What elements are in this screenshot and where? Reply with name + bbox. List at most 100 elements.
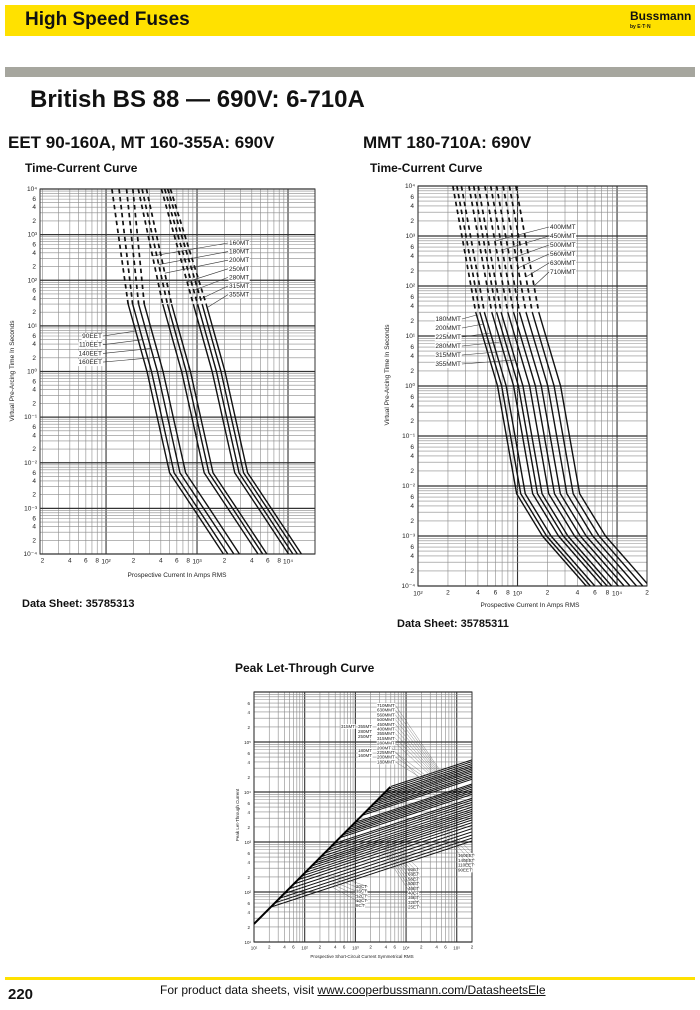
y-tick-label: 6 [247,801,250,806]
x-tick-label: 2 [132,558,136,565]
x-tick-label: 2 [223,558,227,565]
y-tick-label: 10⁻² [402,483,416,490]
curve-500MMT [518,311,631,586]
y-tick-label: 10⁴ [27,186,37,193]
label-leader [461,359,516,365]
footer-text: For product data sheets, visit www.coope… [160,983,546,997]
peak-curve-label: 225MMT [377,750,395,755]
x-tick-label: 10³ [513,591,523,598]
curve-label: 250MT [229,266,249,273]
plot-frame [417,185,648,587]
label-bg [355,888,368,894]
label-bg [376,745,392,751]
y-tick-label: 6 [247,851,250,856]
y-tick-label: 6 [247,901,250,906]
y-tick-label: 4 [247,810,250,815]
curve-560MMT-dashed [502,186,527,313]
curve-280MMT-dashed [468,186,493,313]
peak-curve-label: 355MMT [377,731,395,736]
y-tick-label: 2 [32,218,36,225]
curve-180MT [166,303,264,554]
y-tick-label: 2 [410,418,414,425]
peak-line-450MMT [379,766,472,798]
y-tick-label: 10⁻³ [402,533,416,540]
peak-line-63ET [317,808,472,861]
label-bg [228,283,250,290]
label-bg [407,867,420,872]
label-bg [434,352,462,359]
y-tick-label: 4 [32,295,36,302]
curve-label: 560MMT [550,251,576,258]
label-leader [395,728,441,780]
x-tick-label: 10³ [192,559,202,566]
y-tick-label: 6 [410,544,414,551]
peak-line-225MMT [366,775,472,811]
peak-curve-label: 160EET [458,853,475,858]
peak-line-35ET [301,819,472,877]
label-bg [355,893,368,899]
label-leader [461,332,491,338]
y-axis-label: Peak Let-Through Current [235,788,240,841]
curve-label: 90EET [82,333,102,340]
label-bg [78,359,103,367]
label-leader [102,330,136,337]
divider-bar [5,67,695,77]
x-tick-label: 8 [506,590,510,597]
label-bg [228,265,250,273]
x-tick-label: 8 [95,558,99,565]
y-tick-label: 10³ [406,233,416,240]
footer-prefix: For product data sheets, visit [160,983,318,997]
curve-280MT-dashed [163,189,199,305]
label-bg [407,904,420,910]
label-leader [164,259,229,274]
peak-curve-label: 40ET [408,891,419,896]
y-tick-label: 10⁻¹ [24,414,38,421]
peak-line-20CT [288,828,472,890]
y-tick-label: 2 [410,318,414,325]
x-tick-label: 10⁴ [612,591,622,598]
y-tick-label: 10⁰ [405,382,415,390]
y-tick-label: 2 [247,875,250,880]
header-title: High Speed Fuses [25,9,190,30]
curve-200MMT-dashed [456,186,481,313]
curve-label: 630MMT [550,260,576,267]
y-tick-label: 4 [32,341,36,348]
peak-curve-label: 280MMT [377,741,395,746]
x-tick-label: 2 [319,945,322,950]
y-tick-label: 4 [410,253,414,260]
peak-line-25ET [293,824,472,885]
y-tick-label: 10¹ [244,940,251,945]
y-tick-label: 10⁴ [405,183,415,190]
label-leader [395,761,441,790]
y-tick-label: 4 [410,453,414,460]
label-bg [549,251,577,258]
label-leader [395,752,441,787]
y-axis-label: Virtual Pre-Arcing Time In Seconds [9,320,16,422]
y-tick-label: 2 [32,446,36,453]
y-tick-label: 2 [410,518,414,525]
label-leader [525,262,550,278]
curve-label: 355MMT [435,361,461,368]
label-bg [357,733,373,739]
plot-frame [39,188,316,555]
peak-curve-label: 12CT [356,893,367,898]
x-tick-label: 8 [277,558,281,565]
plot-frame [253,691,473,943]
curve-label: 710MMT [550,269,576,276]
label-bg [376,703,396,708]
label-bg [549,269,577,276]
label-bg [457,867,473,873]
y-tick-label: 2 [32,309,36,316]
curve-225MMT [483,311,596,586]
y-tick-label: 10¹ [28,323,38,330]
right-chart-subtitle: Time-Current Curve [370,161,483,175]
x-tick-label: 6 [593,590,597,597]
y-tick-label: 2 [247,825,250,830]
peak-curve-label: 200MMT [377,755,395,760]
y-tick-label: 10⁻¹ [402,433,416,440]
label-leader [331,886,366,906]
footer-link[interactable]: www.cooperbussmann.com/DatasheetsEle [317,983,546,997]
y-tick-label: 2 [32,400,36,407]
curve-180MMT [475,311,587,586]
peak-curve-label: 710MMT [377,703,395,708]
